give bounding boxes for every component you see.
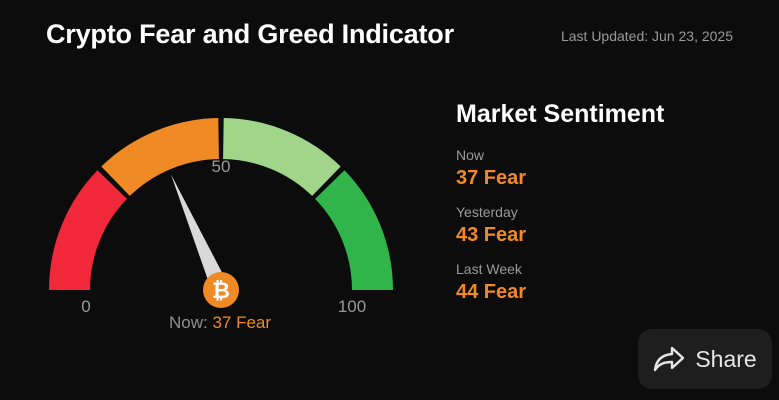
gauge-segment-extreme-fear: [49, 170, 127, 290]
gauge-now-value: 37 Fear: [212, 313, 272, 332]
gauge-needle: [170, 174, 230, 294]
gauge-segment-fear: [101, 118, 219, 196]
svg-text:₿: ₿: [212, 278, 230, 303]
gauge-segment-extreme-greed: [315, 170, 393, 290]
market-sentiment-panel: Market Sentiment Now 37 Fear Yesterday 4…: [456, 100, 756, 318]
gauge-segment-greed: [223, 118, 341, 196]
sentiment-value: 43 Fear: [456, 224, 527, 246]
sentiment-row-now: Now 37 Fear: [456, 147, 756, 190]
sentiment-value: 44 Fear: [456, 281, 527, 303]
share-arrow-icon: [653, 346, 685, 372]
sentiment-row-yesterday: Yesterday 43 Fear: [456, 204, 756, 247]
last-updated: Last Updated: Jun 23, 2025: [560, 28, 733, 44]
sentiment-label: Yesterday: [456, 204, 518, 220]
share-button[interactable]: Share: [638, 329, 772, 389]
bitcoin-icon: ₿: [203, 272, 239, 308]
sentiment-value: 37 Fear: [456, 167, 527, 189]
sentiment-label: Last Week: [456, 261, 522, 277]
gauge-now-caption: Now: 37 Fear: [150, 313, 290, 333]
sentiment-row-last-week: Last Week 44 Fear: [456, 261, 756, 304]
gauge-min-label: 0: [81, 297, 90, 316]
gauge-now-prefix: Now:: [168, 313, 208, 332]
gauge-mid-label: 50: [212, 157, 231, 176]
share-label: Share: [695, 345, 757, 372]
sentiment-label: Now: [456, 147, 485, 163]
page-title: Crypto Fear and Greed Indicator: [46, 19, 454, 49]
gauge-max-label: 100: [338, 297, 366, 316]
market-sentiment-title: Market Sentiment: [456, 100, 665, 128]
